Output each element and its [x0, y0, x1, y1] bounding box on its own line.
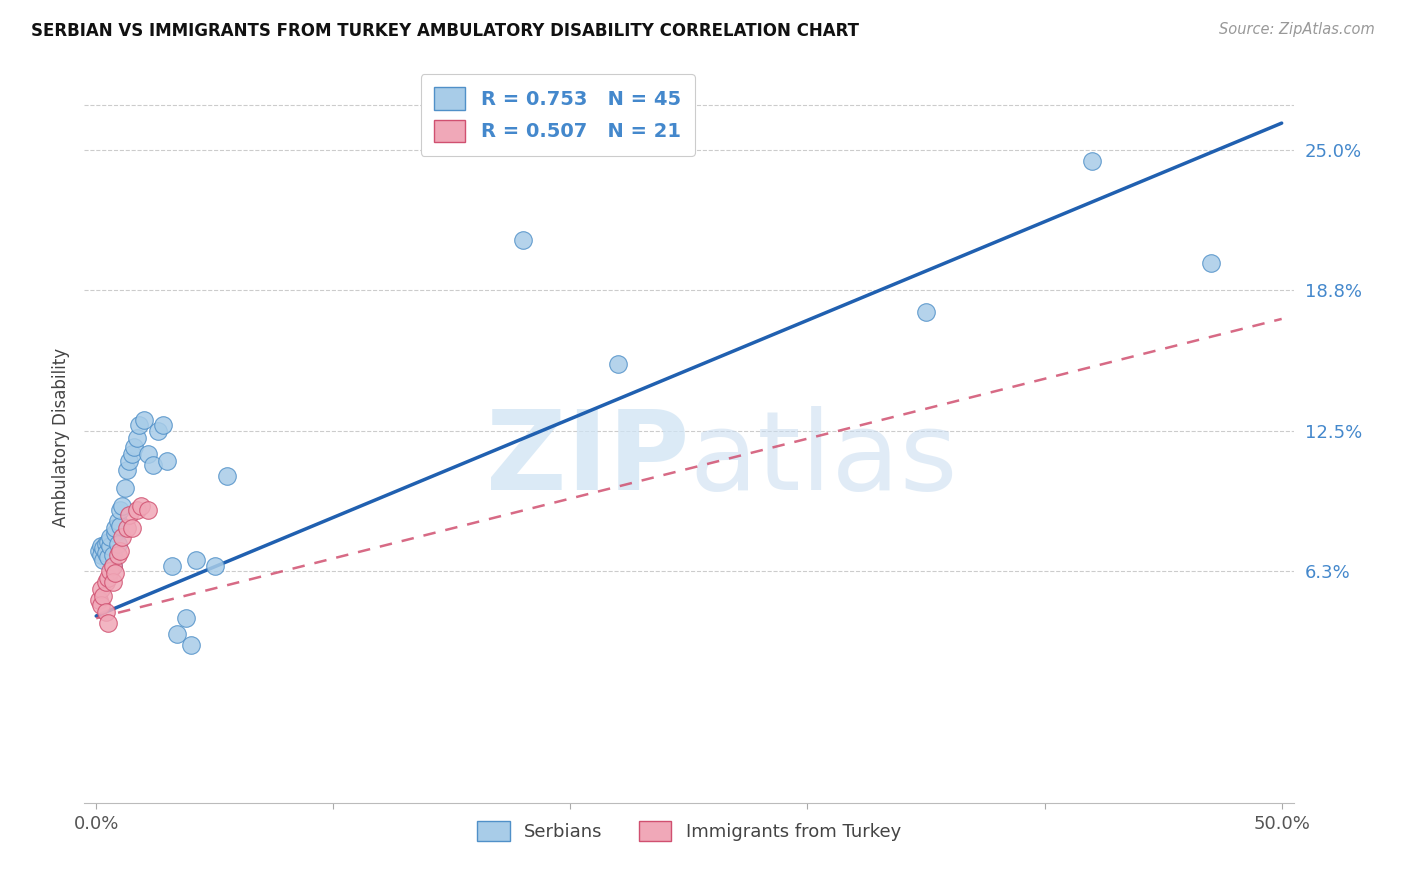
- Point: [121, 521, 143, 535]
- Point: [215, 469, 238, 483]
- Point: [142, 458, 165, 473]
- Text: atlas: atlas: [689, 406, 957, 513]
- Point: [97, 615, 120, 630]
- Point: [121, 447, 143, 461]
- Point: [152, 417, 174, 432]
- Point: [90, 539, 112, 553]
- Point: [606, 357, 628, 371]
- Point: [176, 611, 198, 625]
- Point: [107, 548, 129, 562]
- Point: [90, 582, 112, 596]
- Point: [915, 305, 938, 319]
- Point: [97, 550, 120, 565]
- Point: [129, 499, 152, 513]
- Point: [138, 447, 160, 461]
- Point: [101, 559, 124, 574]
- Point: [97, 534, 120, 549]
- Point: [97, 571, 120, 585]
- Point: [115, 463, 138, 477]
- Point: [94, 575, 117, 590]
- Point: [146, 425, 169, 439]
- Point: [87, 543, 110, 558]
- Point: [111, 530, 134, 544]
- Point: [204, 559, 226, 574]
- Point: [94, 537, 117, 551]
- Text: ZIP: ZIP: [485, 406, 689, 513]
- Point: [132, 413, 155, 427]
- Point: [108, 519, 131, 533]
- Text: Source: ZipAtlas.com: Source: ZipAtlas.com: [1219, 22, 1375, 37]
- Point: [184, 553, 207, 567]
- Point: [180, 638, 202, 652]
- Point: [1199, 255, 1222, 269]
- Point: [104, 566, 127, 581]
- Point: [101, 575, 124, 590]
- Text: SERBIAN VS IMMIGRANTS FROM TURKEY AMBULATORY DISABILITY CORRELATION CHART: SERBIAN VS IMMIGRANTS FROM TURKEY AMBULA…: [31, 22, 859, 40]
- Point: [115, 521, 138, 535]
- Point: [1081, 154, 1104, 169]
- Point: [166, 627, 188, 641]
- Point: [512, 233, 534, 247]
- Point: [108, 543, 131, 558]
- Point: [100, 530, 122, 544]
- Point: [160, 559, 183, 574]
- Point: [125, 503, 148, 517]
- Point: [104, 521, 127, 535]
- Point: [122, 440, 145, 454]
- Point: [100, 564, 122, 578]
- Point: [91, 541, 114, 556]
- Point: [128, 417, 150, 432]
- Point: [156, 453, 179, 467]
- Point: [104, 525, 127, 540]
- Point: [138, 503, 160, 517]
- Legend: Serbians, Immigrants from Turkey: Serbians, Immigrants from Turkey: [470, 814, 908, 848]
- Point: [87, 593, 110, 607]
- Point: [101, 548, 124, 562]
- Point: [90, 548, 112, 562]
- Point: [107, 537, 129, 551]
- Point: [107, 515, 129, 529]
- Point: [100, 539, 122, 553]
- Point: [108, 503, 131, 517]
- Point: [90, 598, 112, 612]
- Point: [125, 431, 148, 445]
- Point: [118, 508, 141, 522]
- Point: [94, 546, 117, 560]
- Point: [118, 453, 141, 467]
- Point: [91, 553, 114, 567]
- Y-axis label: Ambulatory Disability: Ambulatory Disability: [52, 348, 70, 526]
- Point: [91, 589, 114, 603]
- Point: [114, 481, 136, 495]
- Point: [94, 605, 117, 619]
- Point: [101, 559, 124, 574]
- Point: [111, 499, 134, 513]
